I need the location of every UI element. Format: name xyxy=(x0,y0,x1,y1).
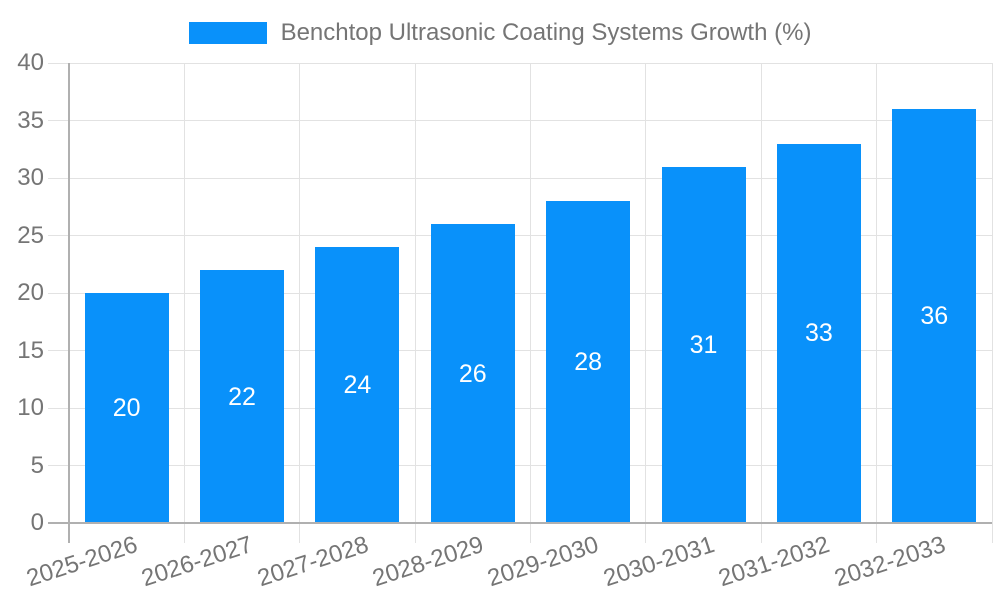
bar[interactable] xyxy=(84,293,169,523)
x-axis-tick-label-text: 2026-2027 xyxy=(138,531,257,593)
gridline-vertical xyxy=(299,63,301,543)
bar[interactable] xyxy=(892,109,977,523)
y-axis-tick-label: 5 xyxy=(30,451,44,479)
y-axis-tick-label: 15 xyxy=(17,336,44,364)
legend-item[interactable]: Benchtop Ultrasonic Coating Systems Grow… xyxy=(188,19,812,46)
y-axis-tick-label: 35 xyxy=(17,106,44,134)
bar[interactable] xyxy=(661,166,746,523)
bar[interactable] xyxy=(430,224,515,523)
gridline-vertical xyxy=(530,63,531,543)
gridline-horizontal xyxy=(48,120,992,121)
bar-value-label: 28 xyxy=(574,348,603,376)
gridline-vertical xyxy=(645,63,647,543)
gridline-horizontal xyxy=(48,292,992,294)
gridline-horizontal xyxy=(48,407,992,409)
legend: Benchtop Ultrasonic Coating Systems Grow… xyxy=(0,20,1000,46)
x-axis-tick-label-text: 2032-2033 xyxy=(830,531,949,593)
y-axis-line xyxy=(68,63,70,543)
x-axis-tick-label-text: 2030-2031 xyxy=(600,531,718,593)
gridline-horizontal xyxy=(48,235,992,236)
gridline-horizontal xyxy=(48,465,992,466)
x-axis-tick-label-text: 2028-2029 xyxy=(369,531,487,593)
bar[interactable] xyxy=(776,143,861,523)
bar[interactable] xyxy=(200,270,285,523)
gridline-horizontal xyxy=(48,177,992,179)
y-axis-tick-label: 40 xyxy=(17,49,44,76)
gridline-vertical xyxy=(876,63,878,543)
x-axis-line xyxy=(48,522,992,524)
y-axis-tick-label: 10 xyxy=(17,394,44,421)
bar-value-label: 26 xyxy=(458,359,487,388)
legend-label: Benchtop Ultrasonic Coating Systems Grow… xyxy=(280,19,812,46)
gridline-vertical xyxy=(760,63,762,543)
x-axis-tick-label-text: 2029-2030 xyxy=(484,531,603,593)
legend-swatch xyxy=(188,22,267,44)
bar-value-label: 20 xyxy=(112,394,141,422)
bar[interactable] xyxy=(546,201,631,523)
y-axis-tick-label: 0 xyxy=(30,509,44,536)
bar-value-label: 22 xyxy=(228,382,256,411)
x-axis-tick-label-text: 2027-2028 xyxy=(253,531,372,593)
gridline-vertical xyxy=(414,63,416,543)
bar-value-label: 33 xyxy=(805,319,833,348)
x-axis-tick-label-text: 2025-2026 xyxy=(23,531,141,593)
y-axis-tick-label: 20 xyxy=(17,279,44,306)
bar-value-label: 31 xyxy=(689,330,718,359)
y-axis-tick-label: 25 xyxy=(17,221,44,249)
gridline-horizontal xyxy=(48,62,992,64)
x-axis-tick-label-text: 2031-2032 xyxy=(715,531,833,593)
gridline-vertical xyxy=(183,63,185,543)
gridline-horizontal xyxy=(48,350,992,351)
bar-value-label: 24 xyxy=(343,371,372,399)
y-axis-tick-label: 30 xyxy=(17,164,44,191)
gridline-vertical xyxy=(991,63,993,543)
bar-value-label: 36 xyxy=(920,302,949,330)
bar[interactable] xyxy=(315,247,400,523)
